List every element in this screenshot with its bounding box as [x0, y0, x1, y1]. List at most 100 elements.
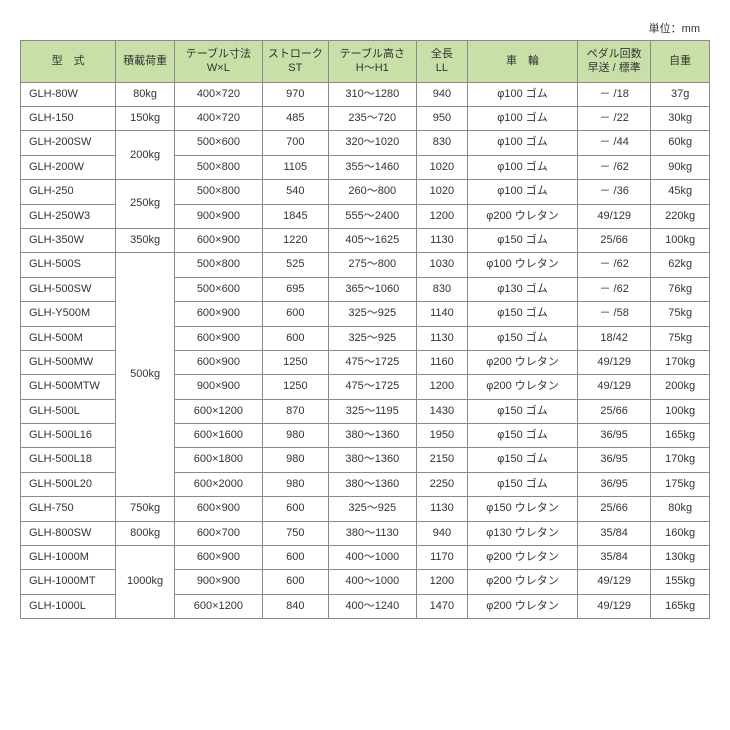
cell-st: 840: [262, 594, 328, 618]
table-row: GLH-500S500kg500×800525275～8001030φ100 ウ…: [21, 253, 710, 277]
cell-st: 1250: [262, 350, 328, 374]
cell-ll: 1140: [416, 302, 467, 326]
th-dim: テーブル寸法W×L: [174, 41, 262, 83]
cell-model: GLH-250: [21, 180, 116, 204]
cell-dim: 500×800: [174, 180, 262, 204]
cell-pedal: 36/95: [578, 424, 651, 448]
cell-ll: 2250: [416, 472, 467, 496]
cell-model: GLH-750: [21, 497, 116, 521]
cell-wheel: φ130 ゴム: [468, 277, 578, 301]
cell-dim: 600×1800: [174, 448, 262, 472]
cell-ll: 950: [416, 106, 467, 130]
cell-ll: 830: [416, 131, 467, 155]
cell-h: 380～1360: [328, 472, 416, 496]
cell-wt: 100kg: [651, 399, 710, 423]
cell-wheel: φ100 ゴム: [468, 106, 578, 130]
cell-wheel: φ150 ゴム: [468, 424, 578, 448]
th-height: テーブル高さH～H1: [328, 41, 416, 83]
cell-wheel: φ100 ゴム: [468, 180, 578, 204]
cell-h: 555～2400: [328, 204, 416, 228]
cell-st: 600: [262, 546, 328, 570]
cell-wt: 30kg: [651, 106, 710, 130]
cell-model: GLH-150: [21, 106, 116, 130]
cell-load: 200kg: [116, 131, 175, 180]
cell-h: 380～1360: [328, 448, 416, 472]
cell-model: GLH-200SW: [21, 131, 116, 155]
cell-wheel: φ150 ゴム: [468, 472, 578, 496]
cell-dim: 500×800: [174, 253, 262, 277]
cell-ll: 1200: [416, 204, 467, 228]
cell-dim: 500×600: [174, 131, 262, 155]
cell-h: 325～925: [328, 497, 416, 521]
cell-pedal: 35/84: [578, 521, 651, 545]
cell-wt: 100kg: [651, 228, 710, 252]
cell-model: GLH-250W3: [21, 204, 116, 228]
cell-h: 365～1060: [328, 277, 416, 301]
cell-h: 260～800: [328, 180, 416, 204]
cell-wt: 130kg: [651, 546, 710, 570]
cell-pedal: － /36: [578, 180, 651, 204]
cell-wheel: φ130 ウレタン: [468, 521, 578, 545]
cell-h: 475～1725: [328, 375, 416, 399]
cell-dim: 500×800: [174, 155, 262, 179]
cell-wheel: φ200 ウレタン: [468, 350, 578, 374]
cell-wheel: φ150 ウレタン: [468, 497, 578, 521]
cell-ll: 1130: [416, 326, 467, 350]
cell-wheel: φ150 ゴム: [468, 326, 578, 350]
cell-ll: 1430: [416, 399, 467, 423]
cell-pedal: － /62: [578, 253, 651, 277]
cell-st: 980: [262, 472, 328, 496]
cell-st: 980: [262, 424, 328, 448]
cell-wt: 165kg: [651, 424, 710, 448]
cell-load: 1000kg: [116, 546, 175, 619]
cell-dim: 400×720: [174, 82, 262, 106]
cell-load: 80kg: [116, 82, 175, 106]
cell-wheel: φ200 ウレタン: [468, 204, 578, 228]
spec-table: 型 式 積載荷重 テーブル寸法W×L ストロークST テーブル高さH～H1 全長…: [20, 40, 710, 619]
cell-h: 475～1725: [328, 350, 416, 374]
cell-h: 235～720: [328, 106, 416, 130]
cell-h: 400～1240: [328, 594, 416, 618]
cell-ll: 1200: [416, 375, 467, 399]
cell-model: GLH-350W: [21, 228, 116, 252]
cell-st: 485: [262, 106, 328, 130]
th-length: 全長LL: [416, 41, 467, 83]
cell-pedal: 36/95: [578, 472, 651, 496]
cell-st: 695: [262, 277, 328, 301]
cell-dim: 900×900: [174, 375, 262, 399]
cell-model: GLH-500MW: [21, 350, 116, 374]
cell-h: 320～1020: [328, 131, 416, 155]
cell-st: 980: [262, 448, 328, 472]
cell-wt: 45kg: [651, 180, 710, 204]
cell-ll: 1130: [416, 497, 467, 521]
cell-dim: 600×1600: [174, 424, 262, 448]
cell-dim: 900×900: [174, 204, 262, 228]
cell-pedal: 49/129: [578, 570, 651, 594]
cell-st: 870: [262, 399, 328, 423]
cell-st: 600: [262, 326, 328, 350]
cell-wheel: φ150 ゴム: [468, 448, 578, 472]
cell-st: 1845: [262, 204, 328, 228]
cell-load: 350kg: [116, 228, 175, 252]
cell-wheel: φ200 ウレタン: [468, 375, 578, 399]
cell-wheel: φ200 ウレタン: [468, 546, 578, 570]
cell-wheel: φ100 ウレタン: [468, 253, 578, 277]
cell-ll: 830: [416, 277, 467, 301]
cell-pedal: 25/66: [578, 399, 651, 423]
cell-load: 250kg: [116, 180, 175, 229]
cell-pedal: － /18: [578, 82, 651, 106]
cell-st: 600: [262, 497, 328, 521]
cell-model: GLH-1000MT: [21, 570, 116, 594]
cell-wt: 220kg: [651, 204, 710, 228]
cell-wt: 175kg: [651, 472, 710, 496]
table-row: GLH-350W350kg600×9001220405～16251130φ150…: [21, 228, 710, 252]
th-stroke: ストロークST: [262, 41, 328, 83]
cell-st: 970: [262, 82, 328, 106]
cell-h: 400～1000: [328, 546, 416, 570]
cell-pedal: 25/66: [578, 228, 651, 252]
cell-model: GLH-500MTW: [21, 375, 116, 399]
cell-model: GLH-Y500M: [21, 302, 116, 326]
cell-wt: 75kg: [651, 302, 710, 326]
cell-dim: 600×900: [174, 228, 262, 252]
cell-dim: 600×1200: [174, 399, 262, 423]
